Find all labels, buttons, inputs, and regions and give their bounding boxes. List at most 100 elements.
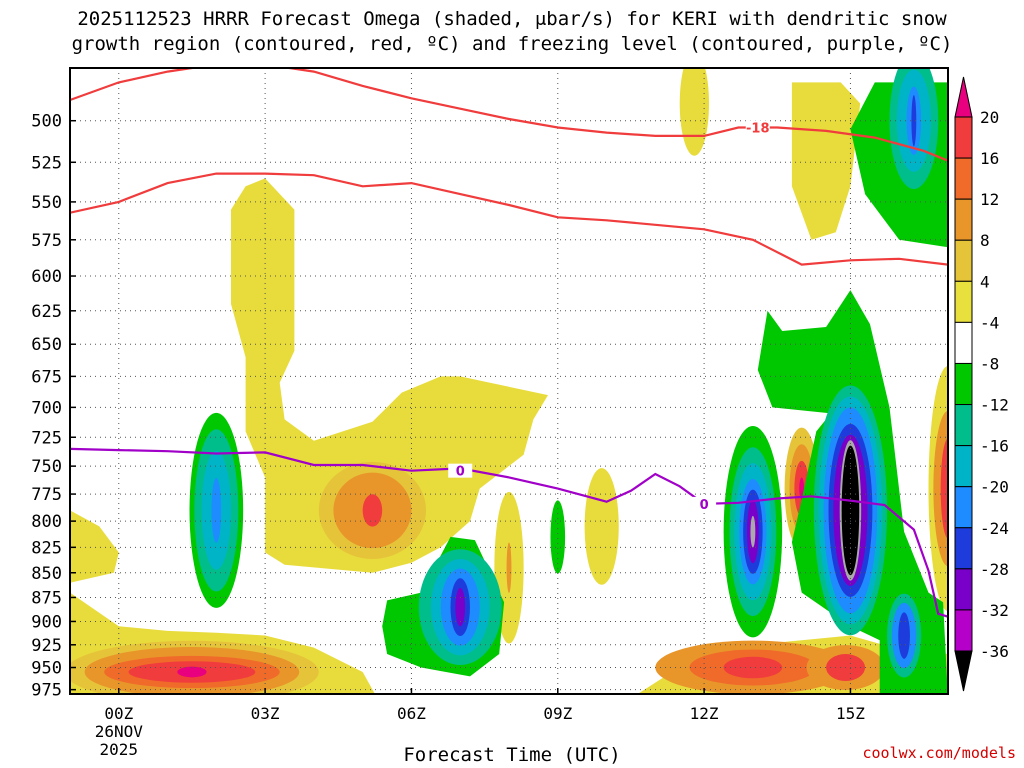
contour-line-1 <box>70 172 948 266</box>
label-freezing-0b-bg <box>692 496 717 511</box>
ascent-02z <box>189 412 244 608</box>
plot-frame <box>69 67 949 695</box>
warm-core-right-1-ring-2 <box>723 656 783 679</box>
colorbar-label: 20 <box>980 108 999 127</box>
ascent-15z-core-ring-6 <box>841 445 860 576</box>
omega-shading <box>70 68 948 694</box>
colorbar-segment <box>954 362 973 406</box>
colorbar-segment <box>954 198 973 241</box>
colorbar-label: 12 <box>980 190 999 209</box>
x-axis-label: Forecast Time (UTC) <box>403 744 621 766</box>
y-tick-label: 575 <box>31 231 62 251</box>
colorbar-label: 16 <box>980 149 999 168</box>
ascent-07z-core-ring-4 <box>455 587 466 627</box>
yellow-patch-10z <box>584 468 619 585</box>
edge-yellow-right-ring-2 <box>940 438 948 539</box>
y-tick-label: 950 <box>31 659 62 679</box>
warm-core-mid-ring-2 <box>362 494 383 527</box>
yellow-patch-top-11z-ring-0 <box>679 68 709 156</box>
label-freezing-0b: 0 <box>692 496 717 513</box>
y-tick-label: 700 <box>31 398 62 418</box>
ascent-top-right-core <box>889 68 939 189</box>
ascent-07z-core <box>418 549 502 665</box>
y-tick-label: 625 <box>31 302 62 322</box>
colorbar-top-arrow <box>954 76 973 118</box>
colorbar-label: -24 <box>980 519 1009 538</box>
colorbar-segment <box>954 116 973 159</box>
yellow-patch-08z-ring-1 <box>506 542 512 593</box>
y-tick-label: 800 <box>31 512 62 532</box>
x-tick-label: 12Z <box>690 704 719 723</box>
yellow-patch-10z-ring-0 <box>584 468 619 585</box>
yellow-patch-top-11z <box>679 68 709 156</box>
colorbar-label: -8 <box>980 354 999 373</box>
y-tick-label: 825 <box>31 538 62 558</box>
colorbar-segment <box>954 157 973 200</box>
x-tick-sublabel: 26NOV <box>95 722 144 741</box>
contour-line-2 <box>70 447 948 618</box>
label-freezing-0a: 0 <box>448 463 473 480</box>
warm-core-left-ring-4 <box>177 666 207 678</box>
colorbar-segment <box>954 609 973 652</box>
y-tick-label: 525 <box>31 153 62 173</box>
colorbar: 20 16 12 8 4 -4 -8 -12 -16 -20 -24 -28 -32 -36 <box>954 76 1009 692</box>
y-tick-label: 750 <box>31 457 62 477</box>
ascent-13z-ring-6 <box>750 515 756 548</box>
colorbar-segment <box>954 321 973 364</box>
chart-title-line-2: growth region (contoured, red, ºC) and f… <box>71 33 953 55</box>
y-tick-label: 850 <box>31 564 62 584</box>
x-tick-label: 15Z <box>836 704 865 723</box>
colorbar-label: -36 <box>980 642 1009 661</box>
colorbar-segment <box>954 239 973 282</box>
edge-yellow-right <box>928 366 948 612</box>
colorbar-segment <box>954 404 973 447</box>
x-tick-label: 06Z <box>397 704 426 723</box>
contour-line-0 <box>70 68 948 162</box>
credit-text[interactable]: coolwx.com/models <box>862 744 1016 762</box>
y-tick-label: 650 <box>31 335 62 355</box>
colorbar-segment <box>954 568 973 611</box>
ascent-02z-ring-3 <box>211 478 222 543</box>
ascent-top-right-core-ring-3 <box>911 95 917 147</box>
colorbar-label: 8 <box>980 231 990 250</box>
label-minus18-text: -18 <box>746 122 770 137</box>
y-tick-label: 675 <box>31 367 62 387</box>
colorbar-label: -4 <box>980 313 999 332</box>
chart-title-line-1: 2025112523 HRRR Forecast Omega (shaded, … <box>77 8 947 30</box>
warm-core-left <box>70 640 319 694</box>
label-freezing-0a-text: 0 <box>456 465 465 480</box>
warm-core-mid <box>318 461 427 559</box>
y-tick-label: 900 <box>31 612 62 632</box>
lower-left-yellow <box>70 510 119 583</box>
colorbar-label: -20 <box>980 478 1009 497</box>
label-minus18: -18 <box>745 120 770 137</box>
ascent-13z <box>723 425 783 638</box>
y-tick-label: 500 <box>31 112 62 132</box>
colorbar-label: -12 <box>980 396 1009 415</box>
green-patch-09z <box>550 500 566 574</box>
x-tick-label: 00Z <box>104 704 133 723</box>
y-tick-label: 775 <box>31 485 62 505</box>
x-tick-label: 03Z <box>251 704 280 723</box>
y-tick-label: 975 <box>31 681 62 701</box>
colorbar-label: 4 <box>980 272 990 291</box>
colorbar-label: -16 <box>980 437 1009 456</box>
colorbar-bottom-arrow <box>954 650 973 692</box>
x-tick-label: 09Z <box>543 704 572 723</box>
green-patch-09z-ring-0 <box>550 500 566 574</box>
ascent-15z-core <box>813 385 888 636</box>
colorbar-label: -32 <box>980 601 1009 620</box>
colorbar-label: -28 <box>980 560 1009 579</box>
colorbar-segment <box>954 445 973 488</box>
label-freezing-0a-bg <box>448 463 473 478</box>
y-tick-label: 725 <box>31 428 62 448</box>
ascent-16z-low-ring-2 <box>898 612 910 659</box>
colorbar-segment <box>954 280 973 323</box>
label-freezing-0b-text: 0 <box>700 498 709 513</box>
y-tick-label: 550 <box>31 193 62 213</box>
yellow-patch-top-14z <box>791 82 861 240</box>
colorbar-segment <box>954 486 973 529</box>
y-tick-label: 600 <box>31 267 62 287</box>
label-minus18-bg <box>745 120 770 135</box>
